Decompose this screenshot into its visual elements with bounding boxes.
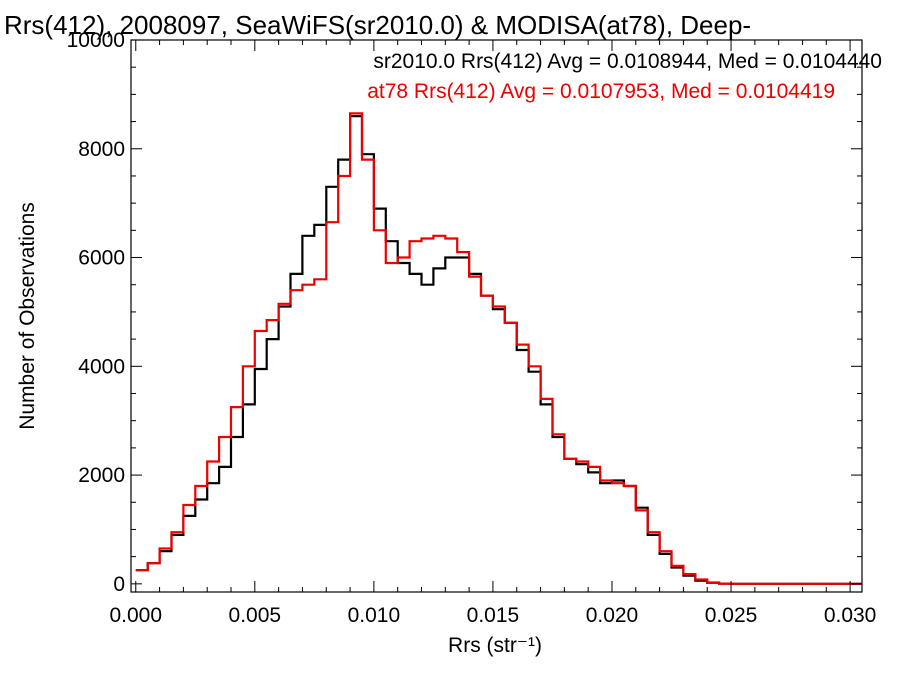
y-tick-label: 10000 [67, 29, 125, 52]
x-tick-label: 0.005 [229, 604, 282, 627]
axis-ticks [131, 39, 862, 592]
x-tick-label: 0.015 [467, 604, 520, 627]
x-axis-label: Rrs (str⁻¹) [448, 634, 542, 657]
x-tick-label: 0.000 [109, 604, 162, 627]
plot-border [130, 39, 863, 593]
x-tick-label: 0.030 [824, 604, 877, 627]
legend-stats-at78: at78 Rrs(412) Avg = 0.0107953, Med = 0.0… [367, 80, 835, 103]
chart-title: Rrs(412), 2008097, SeaWiFS(sr2010.0) & M… [4, 10, 751, 40]
y-tick-label: 2000 [78, 464, 125, 487]
x-tick-label: 0.025 [705, 604, 758, 627]
y-tick-labels: 0 2000 4000 6000 8000 10000 [67, 29, 125, 596]
x-tick-label: 0.010 [348, 604, 401, 627]
x-tick-label: 0.020 [586, 604, 639, 627]
y-tick-label: 0 [113, 573, 125, 596]
y-axis-label: Number of Observations [16, 202, 39, 430]
plot-frame [130, 39, 863, 593]
series-line-at78 [135, 112, 862, 585]
x-tick-labels: 0.000 0.005 0.010 0.015 0.020 0.025 0.030 [109, 604, 876, 627]
y-tick-label: 8000 [78, 138, 125, 161]
series-layer [135, 112, 862, 585]
y-tick-label: 4000 [78, 355, 125, 378]
legend-stats-sr2010: sr2010.0 Rrs(412) Avg = 0.0108944, Med =… [373, 50, 882, 73]
series-line-sr2010-0 [135, 115, 862, 585]
y-tick-label: 6000 [78, 247, 125, 270]
